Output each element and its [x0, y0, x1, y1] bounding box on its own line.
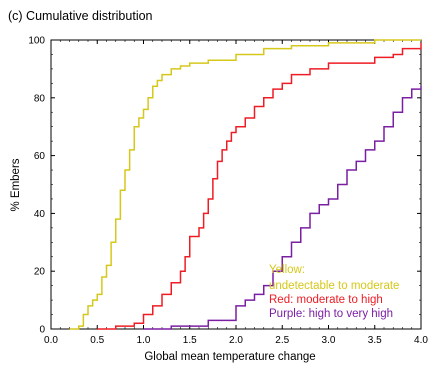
x-tick-label: 4.0 — [414, 335, 428, 346]
y-axis-title: % Embers — [10, 158, 22, 211]
purple-series-line — [143, 86, 422, 330]
legend-yellow-title: Yellow: — [269, 264, 305, 276]
x-tick-label: 1.5 — [183, 335, 197, 346]
red-series-line — [97, 42, 422, 330]
x-tick-label: 3.0 — [322, 335, 336, 346]
y-tick-label: 20 — [34, 267, 46, 278]
legend-purple-label: Purple: high to very high — [269, 308, 393, 320]
x-tick-label: 3.5 — [368, 335, 382, 346]
x-axis-title: Global mean temperature change — [144, 351, 315, 363]
x-tick-label: 0.5 — [90, 335, 104, 346]
chart-title: (c) Cumulative distribution — [8, 9, 153, 23]
y-tick-label: 0 — [39, 325, 45, 336]
y-tick-label: 40 — [34, 209, 46, 220]
yellow-series-line — [69, 39, 421, 330]
plot-area: 0.0 0.5 1.0 1.5 2.0 2.5 3.0 3.5 4.0 0 20 40 60 80 100 — [28, 36, 428, 347]
legend-yellow-label: undetectable to moderate — [269, 280, 399, 292]
x-tick-label: 1.0 — [137, 335, 151, 346]
y-tick-label: 60 — [34, 151, 46, 162]
x-tick-label: 0.0 — [44, 335, 58, 346]
legend-red-label: Red: moderate to high — [269, 294, 383, 306]
x-tick-label: 2.0 — [229, 335, 243, 346]
y-tick-label: 100 — [28, 36, 45, 47]
legend: Yellow: undetectable to moderate Red: mode… — [269, 264, 399, 320]
x-tick-label: 2.5 — [275, 335, 289, 346]
y-tick-label: 80 — [34, 93, 46, 104]
